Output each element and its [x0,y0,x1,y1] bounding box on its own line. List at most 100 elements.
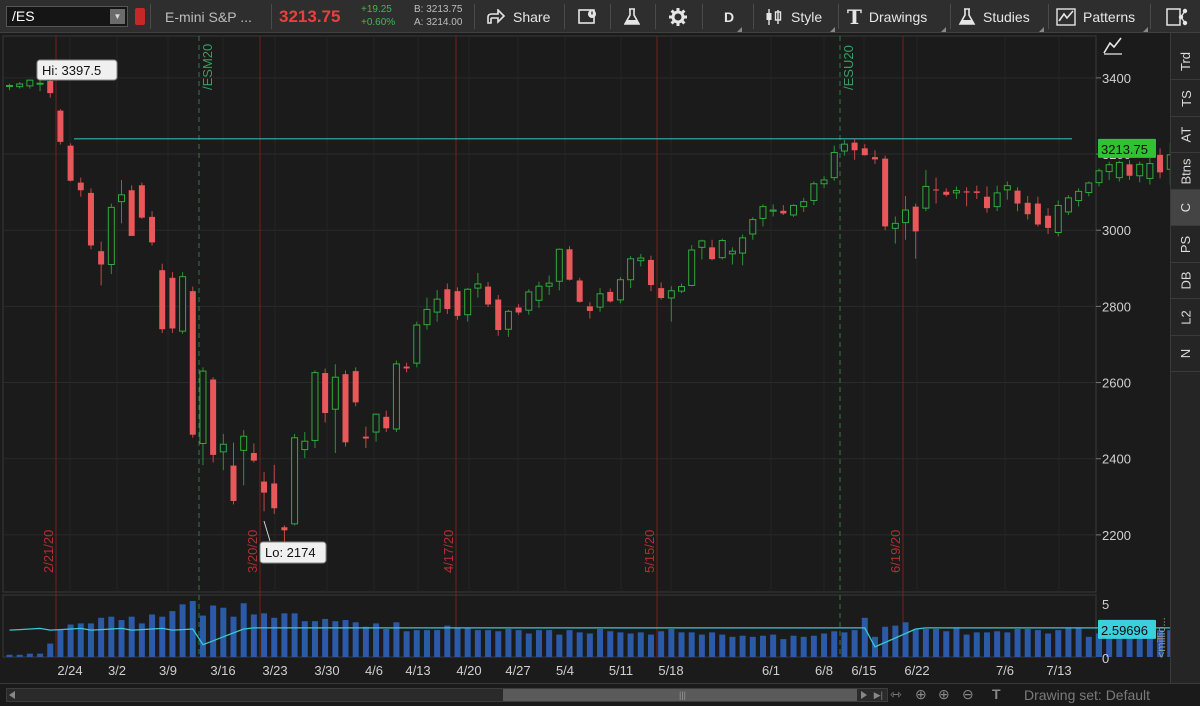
side-tab-btns[interactable]: Btns [1171,154,1200,190]
scroll-right-icon[interactable] [861,691,867,699]
flask-button[interactable] [617,0,647,33]
candle-body-down [485,286,492,305]
volume-bar [739,635,746,657]
candle-body-up [922,185,930,209]
aggregation-button[interactable]: D [715,0,743,33]
side-tab-db[interactable]: DB [1171,263,1200,299]
candles-icon [766,8,782,25]
volume-bar [1075,627,1082,657]
side-tab-trd[interactable]: Trd [1171,44,1200,80]
candle-body-down [189,291,196,435]
candle-body-up [423,308,431,326]
share-button[interactable]: Share [486,0,550,33]
last-price: 3213.75 [279,6,341,26]
candle-body-up [993,192,1001,208]
candle-body-up [535,285,543,301]
candle-body-down [87,192,94,246]
candle-body-up [678,286,686,292]
candle-body-down [1157,154,1164,173]
drawings-button[interactable]: T Drawings [847,0,946,33]
scrollbar-thumb[interactable]: ||| [503,689,857,701]
chart-sharing-button[interactable] [1160,0,1196,33]
drawing-tool-icon[interactable]: T [992,686,1001,702]
candle-body-up [219,443,227,453]
patterns-button[interactable]: Patterns [1056,0,1148,33]
volume-bar [1004,632,1011,657]
side-tab-at[interactable]: AT [1171,117,1200,153]
side-tab-l2[interactable]: L2 [1171,300,1200,336]
volume-bar [1034,630,1041,657]
volume-bar [210,605,217,657]
volume-bar [647,634,654,657]
volume-bar [973,632,980,657]
zoom-in-icon[interactable]: ⊕ [938,686,950,702]
style-button[interactable]: Style [765,0,835,33]
volume-bar [6,654,13,657]
candle-body-up [840,143,848,152]
time-axis-label: 7/6 [996,663,1014,678]
expand-icon[interactable]: ⇿ [890,686,902,702]
volume-bar [352,622,359,657]
separator [838,4,839,29]
volume-bar [576,632,583,657]
zoom-out-icon[interactable]: ⊖ [962,686,974,702]
crosshair-icon[interactable]: ⊕ [915,686,927,702]
volume-bar [373,623,380,657]
studies-button[interactable]: Studies [958,0,1044,33]
volume-bar [831,631,838,657]
candle-body-down [57,110,64,142]
side-tab-ps[interactable]: PS [1171,227,1200,263]
side-tab-n[interactable]: N [1171,336,1200,372]
horizontal-scrollbar[interactable]: ||| ▶| [6,688,888,702]
symbol-input[interactable]: /ES ▼ [6,6,128,27]
price-tick-label: 3000 [1102,223,1131,238]
volume-bar [87,623,94,657]
volume-bar [332,621,339,657]
price-tick-label: 2400 [1102,452,1131,467]
candle-body-up [6,85,13,88]
date-marker-label: 6/19/20 [888,530,903,573]
volume-bar [556,634,563,657]
volume-bar [179,604,186,657]
volume-bar [230,616,237,657]
candle-body-down [963,191,970,193]
candle-body-down [138,185,145,218]
drawing-set[interactable]: Drawing set: Default [1024,687,1151,703]
side-tab-label: C [1178,202,1194,213]
symbol-dropdown-icon[interactable]: ▼ [110,9,125,24]
side-tab-ts[interactable]: TS [1171,81,1200,117]
separator [702,4,703,29]
time-axis-label: 6/15 [851,663,876,678]
chart-area[interactable]: 2/21/20 3/20/20 4/17/20 5/15/20 6/19/20/ESM2… [0,33,1200,683]
candle-body-up [1085,182,1093,194]
bid-value: B: 3213.75 [414,4,463,15]
volume-bar [515,630,522,657]
volume-bar [1116,632,1123,657]
settings-button[interactable] [663,0,693,33]
volume-bar [933,629,940,657]
link-color-tag[interactable] [135,8,145,25]
time-axis-label: 2/24 [57,663,82,678]
share-icon [1166,7,1188,26]
price-chart[interactable]: 2/21/20 3/20/20 4/17/20 5/15/20 6/19/20/ESM2… [0,33,1200,683]
volume-bar [566,630,573,657]
candle-body-up [718,240,726,259]
volume-bar [1095,633,1102,657]
right-sidebar: Trd TS AT Btns C PS DB L2 N [1170,33,1200,683]
scale-toggle-icon[interactable] [1102,37,1124,56]
volume-bar [383,629,390,657]
volume-bar [658,631,665,657]
separator [950,4,951,29]
volume-bar [983,632,990,657]
side-tab-c[interactable]: C [1171,190,1200,226]
volume-bar [485,630,492,657]
scroll-end-icon[interactable]: ▶| [873,690,883,700]
candle-body-down [98,251,105,265]
ask-value: A: 3214.00 [414,17,463,28]
volume-bar [800,636,807,657]
date-marker-label: 2/21/20 [41,530,56,573]
hi-label: Hi: 3397.5 [42,63,101,78]
scroll-left-icon[interactable] [9,691,15,699]
alert-button[interactable] [573,0,603,33]
time-axis-label: 5/18 [658,663,683,678]
